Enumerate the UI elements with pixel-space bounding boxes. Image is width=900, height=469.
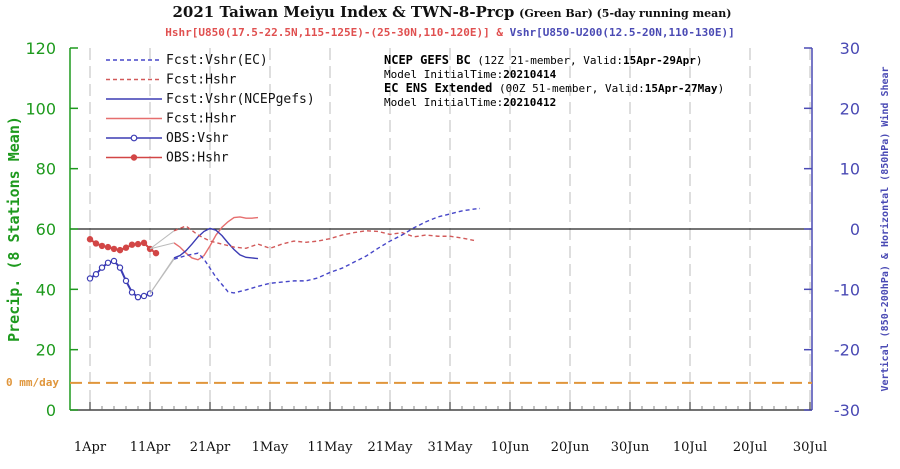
right-tick-label-2: -10 bbox=[834, 280, 860, 299]
x-tick-label-8: 20Jun bbox=[551, 440, 590, 455]
x-tick-label-10: 10Jul bbox=[673, 440, 707, 455]
x-tick-label-6: 31May bbox=[428, 440, 474, 455]
legend-marker-4 bbox=[130, 134, 138, 142]
ncep-title: NCEP GEFS BC bbox=[384, 53, 471, 67]
chart-title-main: 2021 Taiwan Meiyu Index & TWN-8-Prcp bbox=[172, 3, 514, 21]
reference-lines bbox=[70, 228, 812, 384]
obs-hshr-point-1 bbox=[92, 240, 100, 247]
right-tick-label-5: 20 bbox=[840, 99, 860, 118]
obs-vshr-point-7 bbox=[128, 289, 136, 296]
obs-vshr-point-8 bbox=[134, 293, 142, 301]
ncep-info-line: NCEP GEFS BC (12Z 21-member, Valid:15Apr… bbox=[384, 53, 703, 67]
legend-label-3: Fcst:Hshr bbox=[166, 112, 237, 127]
left-tick-label-0: 0 bbox=[46, 401, 56, 420]
obs-vshr-point-5 bbox=[116, 264, 124, 271]
legend-label-4: OBS:Vshr bbox=[166, 131, 229, 146]
series-line-2 bbox=[173, 216, 259, 261]
obs-vshr-point-2 bbox=[98, 264, 106, 271]
ec-close: ) bbox=[718, 82, 725, 95]
ec-detail: (00Z 51-member, Valid: bbox=[492, 82, 644, 95]
model-info: NCEP GEFS BC (12Z 21-member, Valid:15Apr… bbox=[384, 53, 724, 109]
y-axis-right-label: Vertical (850-200hPa) & Horizontal (850h… bbox=[879, 66, 891, 391]
subtitle-amp: & bbox=[496, 26, 503, 39]
x-axis-ticks: 1Apr 11Apr 21Apr 1May 11May 21May 31May 10Jun 20… bbox=[74, 402, 827, 455]
ec-init-value: 20210412 bbox=[503, 96, 556, 109]
obs-hshr-point-4 bbox=[110, 245, 118, 253]
series-line-9 bbox=[149, 242, 175, 250]
subtitle-hshr: Hshr[U850(17.5-22.5N,115-125E)-(25-30N,1… bbox=[165, 26, 490, 39]
data-series bbox=[86, 207, 481, 301]
obs-hshr-point-5 bbox=[116, 246, 124, 254]
ncep-init-label: Model InitialTime: bbox=[384, 68, 503, 81]
right-tick-label-0: -30 bbox=[834, 401, 860, 420]
ec-init-line: Model InitialTime:20210412 bbox=[384, 96, 556, 109]
x-tick-label-11: 20Jul bbox=[733, 440, 767, 455]
legend-label-0: Fcst:Vshr(EC) bbox=[166, 53, 268, 68]
left-tick-label-5: 100 bbox=[25, 99, 56, 118]
x-tick-label-4: 11May bbox=[308, 440, 354, 455]
left-tick-label-4: 80 bbox=[36, 160, 56, 179]
x-tick-label-9: 30Jun bbox=[611, 440, 650, 455]
chart-title: 2021 Taiwan Meiyu Index & TWN-8-Prcp (Gr… bbox=[172, 3, 731, 21]
legend-label-5: OBS:Hshr bbox=[166, 151, 229, 166]
x-tick-label-2: 21Apr bbox=[190, 440, 231, 455]
x-tick-label-3: 1May bbox=[252, 440, 289, 455]
obs-vshr-point-3 bbox=[104, 259, 112, 266]
obs-hshr-point-0 bbox=[86, 236, 94, 243]
obs-vshr-point-0 bbox=[86, 275, 94, 282]
right-tick-label-1: -20 bbox=[834, 341, 860, 360]
right-tick-label-4: 10 bbox=[840, 160, 860, 179]
legend-label-2: Fcst:Vshr(NCEPgefs) bbox=[166, 92, 315, 107]
y-axis-left-label: Precip. (8 Stations Mean) bbox=[5, 116, 23, 342]
left-axis-ticks: 0 20 40 60 80 100 120 bbox=[25, 39, 78, 420]
ec-title: EC ENS Extended bbox=[384, 81, 492, 95]
obs-vshr-point-1 bbox=[92, 271, 100, 278]
ncep-valid: 15Apr-29Apr bbox=[623, 54, 696, 67]
obs-hshr-point-6 bbox=[122, 244, 130, 251]
x-tick-label-0: 1Apr bbox=[74, 440, 107, 455]
x-tick-label-5: 21May bbox=[368, 440, 414, 455]
obs-vshr-point-9 bbox=[140, 292, 148, 300]
obs-hshr-point-9 bbox=[140, 239, 148, 247]
subtitle-vshr: Vshr[U850-U200(12.5-20N,110-130E)] bbox=[510, 26, 735, 39]
x-tick-label-7: 10Jun bbox=[491, 440, 530, 455]
legend: Fcst:Vshr(EC) Fcst:Hshr Fcst:Vshr(NCEPgefs… bbox=[106, 53, 315, 166]
chart-subtitle: Hshr[U850(17.5-22.5N,115-125E)-(25-30N,1… bbox=[165, 26, 735, 39]
series-line-6 bbox=[149, 230, 175, 250]
right-tick-label-6: 30 bbox=[840, 39, 860, 58]
series-line-8 bbox=[149, 257, 175, 294]
left-tick-label-3: 60 bbox=[36, 220, 56, 239]
ec-info-line: EC ENS Extended (00Z 51-member, Valid:15… bbox=[384, 81, 724, 95]
obs-hshr-point-7 bbox=[128, 241, 136, 248]
legend-label-1: Fcst:Hshr bbox=[166, 73, 237, 88]
right-axis-ticks: -30 -20 -10 0 10 20 30 bbox=[804, 39, 860, 420]
series-line-5 bbox=[173, 207, 481, 294]
left-tick-label-2: 40 bbox=[36, 280, 56, 299]
ec-valid: 15Apr-27May bbox=[645, 82, 718, 95]
x-tick-label-12: 30Jul bbox=[793, 440, 827, 455]
legend-marker-5 bbox=[130, 154, 138, 161]
zero-mm-label: 0 mm/day bbox=[6, 376, 59, 389]
chart-title-sub: (Green Bar) (5-day running mean) bbox=[519, 7, 731, 20]
obs-hshr-point-2 bbox=[98, 242, 106, 250]
ncep-init-line: Model InitialTime:20210414 bbox=[384, 68, 557, 81]
obs-hshr-point-3 bbox=[104, 243, 112, 251]
ncep-init-value: 20210414 bbox=[503, 68, 556, 81]
obs-hshr-point-8 bbox=[134, 240, 142, 248]
ncep-close: ) bbox=[696, 54, 703, 67]
obs-vshr-point-6 bbox=[122, 277, 130, 285]
ncep-detail: (12Z 21-member, Valid: bbox=[471, 54, 623, 67]
series-line-3 bbox=[173, 227, 259, 260]
ec-init-label: Model InitialTime: bbox=[384, 96, 503, 109]
right-tick-label-3: 0 bbox=[850, 220, 860, 239]
obs-hshr-point-11 bbox=[152, 249, 160, 257]
series-line-4 bbox=[173, 225, 475, 250]
left-tick-label-1: 20 bbox=[36, 341, 56, 360]
x-tick-label-1: 11Apr bbox=[130, 440, 171, 455]
obs-vshr-point-4 bbox=[110, 257, 118, 265]
left-tick-label-6: 120 bbox=[25, 39, 56, 58]
